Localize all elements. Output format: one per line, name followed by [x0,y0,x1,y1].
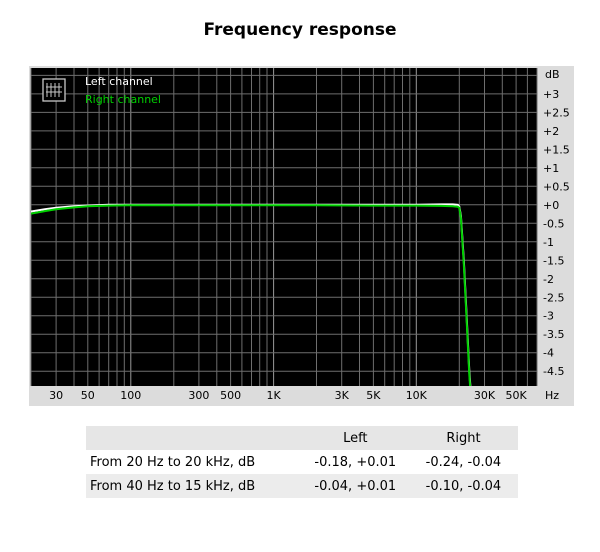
header-right: Right [446,430,481,446]
x-tick-label: 5K [366,389,381,402]
x-unit-label: Hz [545,389,559,402]
y-unit-label: dB [545,68,560,81]
y-tick-labels: +3 +2.5 +2 +1.5 +1 +0.5 +0 -0.5 -1 -1.5 -2 -2.5 -3 -3… [543,88,570,378]
plot-area [31,68,537,386]
right-value: -0.24, -0.04 [425,454,502,470]
y-tick-label: +2 [543,125,559,138]
left-value: -0.18, +0.01 [314,454,397,470]
right-channel-line [31,204,472,386]
y-tick-label: -4 [543,347,554,360]
x-tick-label: 300 [188,389,209,402]
grid [30,68,538,386]
x-tick-label: 50 [81,389,95,402]
y-tick-label: +0 [543,199,559,212]
x-tick-label: 3K [335,389,350,402]
y-tick-label: -1.5 [543,254,564,267]
x-tick-label: 30K [474,389,496,402]
series-lines [31,203,472,386]
y-tick-label: -3 [543,310,554,323]
chart-title: Frequency response [203,20,397,40]
y-tick-label: +1 [543,162,559,175]
table-row: From 40 Hz to 15 kHz, dB -0.04, +0.01 -0… [86,474,518,498]
y-tick-label: -1 [543,236,554,249]
y-tick-label: +1.5 [543,143,570,156]
x-tick-label: 500 [220,389,241,402]
y-tick-label: -3.5 [543,328,564,341]
header-label-cell [86,426,302,450]
y-tick-label: +2.5 [543,106,570,119]
header-left: Left [343,430,368,446]
right-value: -0.10, -0.04 [425,478,502,494]
left-value: -0.04, +0.01 [314,478,397,494]
x-tick-label: 10K [406,389,428,402]
x-tick-label: 30 [49,389,63,402]
x-tick-labels: 30 50 100 300 500 1K 3K 5K 10K 30K 50K [49,389,527,402]
table-row: From 20 Hz to 20 kHz, dB -0.18, +0.01 -0… [86,450,518,474]
legend: Left channel Right channel [42,75,161,106]
y-tick-label: +0.5 [543,180,570,193]
x-tick-label: 50K [505,389,527,402]
results-table: Left Right From 20 Hz to 20 kHz, dB -0.1… [86,426,518,498]
legend-icon [42,78,66,102]
x-tick-label: 1K [266,389,281,402]
y-tick-label: +3 [543,88,559,101]
y-tick-label: -2 [543,273,554,286]
y-tick-label: -0.5 [543,217,564,230]
legend-right-channel: Right channel [85,93,161,106]
frequency-response-chart: +3 +2.5 +2 +1.5 +1 +0.5 +0 -0.5 -1 -1.5 -2 -2.5 -3 -3… [29,66,574,406]
row-label: From 20 Hz to 20 kHz, dB [90,454,256,470]
row-label: From 40 Hz to 15 kHz, dB [90,478,256,494]
y-tick-label: -2.5 [543,291,564,304]
x-tick-label: 100 [120,389,141,402]
results-header-row: Left Right [86,426,518,450]
legend-left-channel: Left channel [85,75,153,88]
y-tick-label: -4.5 [543,365,564,378]
